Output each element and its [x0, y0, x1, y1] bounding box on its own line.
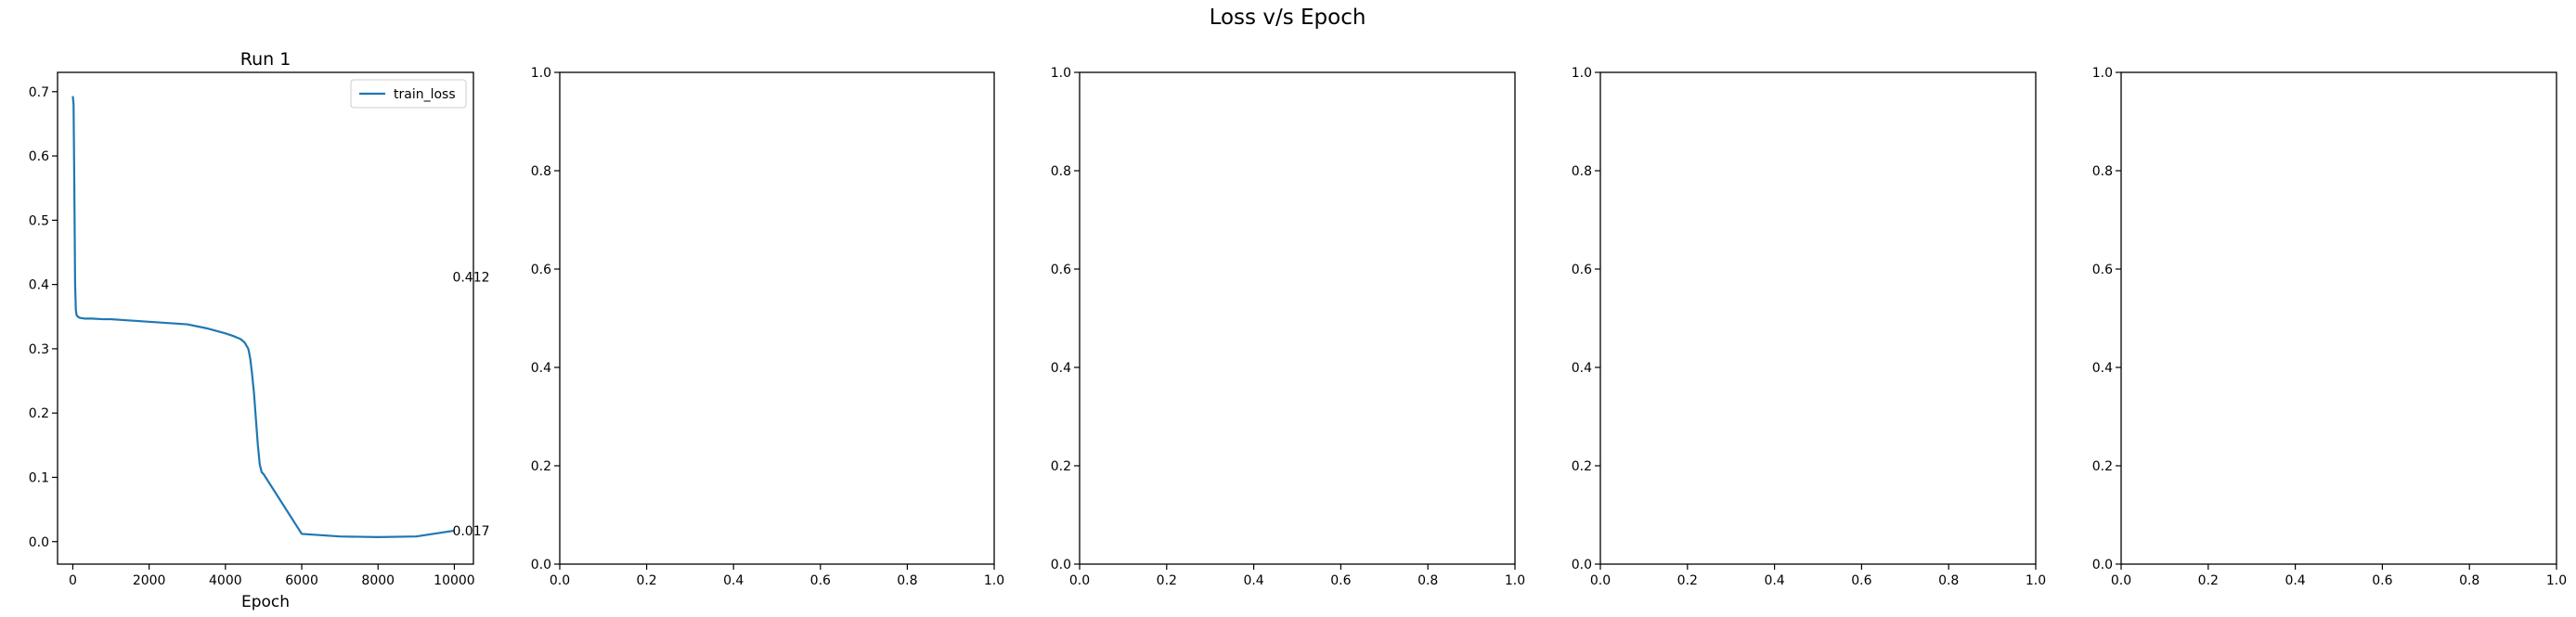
y-tick-label: 0.2 [1572, 459, 1592, 474]
y-tick-label: 0.4 [531, 361, 551, 376]
x-tick-label: 0.8 [1417, 573, 1438, 588]
x-tick-label: 0.0 [1590, 573, 1611, 588]
x-tick-label: 0.2 [2198, 573, 2219, 588]
x-tick-label: 0.0 [550, 573, 570, 588]
y-tick-label: 0.4 [29, 278, 49, 293]
y-tick-label: 1.0 [2092, 66, 2113, 81]
x-tick-label: 0.4 [1243, 573, 1263, 588]
x-tick-label: 8000 [361, 573, 395, 588]
x-tick-label: 0.6 [1851, 573, 1871, 588]
y-tick-label: 1.0 [1572, 66, 1592, 81]
x-tick-label: 0.8 [2459, 573, 2479, 588]
y-tick-label: 0.8 [2092, 164, 2113, 179]
y-tick-label: 0.6 [1051, 263, 1071, 277]
axes-4: 0.0 0.2 0.4 0.6 0.8 1.0 0.0 0.2 0.4 0.6 0.8 1.0 [1572, 66, 2046, 588]
x-tick-label: 0.2 [1677, 573, 1698, 588]
y-tick-label: 0.6 [531, 263, 551, 277]
x-axis-label: Epoch [241, 593, 290, 611]
axes-layer: Run 1 0 2000 4000 6000 8000 10000 0.0 0.1 0.2 0.3 0… [29, 49, 2567, 611]
axes-title: Run 1 [240, 49, 291, 70]
x-tick-label: 4000 [209, 573, 242, 588]
y-tick-label: 0.5 [29, 213, 49, 228]
series-line-train-loss [71, 96, 455, 539]
y-tick-label: 0.2 [1051, 459, 1071, 474]
y-tick-label: 0.0 [1572, 558, 1592, 572]
x-tick-label: 0.8 [1938, 573, 1959, 588]
x-tick-label: 0.0 [2111, 573, 2131, 588]
x-tick-label: 1.0 [984, 573, 1004, 588]
value-annotation: 0.017 [452, 524, 489, 539]
y-tick-label: 0.0 [531, 558, 551, 572]
y-tick-label: 0.7 [29, 85, 49, 100]
x-tick-label: 1.0 [2546, 573, 2567, 588]
x-tick-label: 6000 [285, 573, 318, 588]
axes-frame [1599, 71, 2037, 565]
x-tick-label: 10000 [434, 573, 475, 588]
axes-frame [2120, 71, 2557, 565]
y-tick-label: 0.4 [1572, 361, 1592, 376]
y-tick-label: 0.6 [29, 149, 49, 164]
y-tick-label: 1.0 [1051, 66, 1071, 81]
x-tick-label: 0.4 [723, 573, 744, 588]
y-tick-label: 0.0 [29, 535, 49, 550]
axes-1: Run 1 0 2000 4000 6000 8000 10000 0.0 0.1 0.2 0.3 0… [29, 49, 490, 611]
x-tick-label: 0.6 [2372, 573, 2392, 588]
x-tick-label: 0.2 [1157, 573, 1177, 588]
y-tick-label: 0.4 [2092, 361, 2113, 376]
x-tick-label: 0.8 [897, 573, 917, 588]
x-tick-label: 1.0 [2026, 573, 2046, 588]
y-tick-label: 0.0 [2092, 558, 2113, 572]
y-tick-label: 0.2 [2092, 459, 2113, 474]
legend-frame [350, 79, 467, 109]
y-tick-label: 0.2 [29, 406, 49, 421]
value-annotation: 0.412 [452, 270, 489, 285]
y-tick-label: 0.8 [1051, 164, 1071, 179]
x-tick-label: 1.0 [1505, 573, 1525, 588]
legend: train_loss [350, 79, 467, 109]
x-tick-label: 0.6 [1330, 573, 1351, 588]
y-tick-label: 0.8 [531, 164, 551, 179]
axes-frame [1079, 71, 1516, 565]
legend-label: train_loss [394, 87, 456, 102]
y-tick-label: 0.8 [1572, 164, 1592, 179]
figure-suptitle: Loss v/s Epoch [1210, 6, 1366, 30]
axes-frame [559, 71, 995, 565]
y-tick-label: 0.4 [1051, 361, 1071, 376]
y-tick-label: 1.0 [531, 66, 551, 81]
y-tick-label: 0.6 [1572, 263, 1592, 277]
x-tick-label: 0 [69, 573, 77, 588]
x-tick-label: 0.0 [1069, 573, 1090, 588]
y-tick-label: 0.3 [29, 342, 49, 357]
axes-5: 0.0 0.2 0.4 0.6 0.8 1.0 0.0 0.2 0.4 0.6 0.8 1.0 [2092, 66, 2567, 588]
y-tick-label: 0.2 [531, 459, 551, 474]
axes-3: 0.0 0.2 0.4 0.6 0.8 1.0 0.0 0.2 0.4 0.6 0.8 1.0 [1051, 66, 1525, 588]
x-tick-label: 0.4 [1764, 573, 1784, 588]
x-tick-label: 0.4 [2285, 573, 2305, 588]
axes-2: 0.0 0.2 0.4 0.6 0.8 1.0 0.0 0.2 0.4 0.6 0.8 1.0 [531, 66, 1004, 588]
x-tick-label: 0.2 [636, 573, 656, 588]
y-tick-label: 0.0 [1051, 558, 1071, 572]
x-tick-label: 2000 [133, 573, 166, 588]
y-tick-label: 0.1 [29, 470, 49, 485]
x-tick-label: 0.6 [810, 573, 831, 588]
axes-frame [57, 71, 474, 565]
y-tick-label: 0.6 [2092, 263, 2113, 277]
